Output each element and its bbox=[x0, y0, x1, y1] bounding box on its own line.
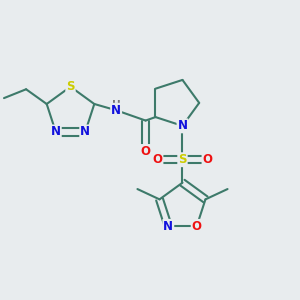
Text: N: N bbox=[111, 104, 121, 117]
Text: N: N bbox=[163, 220, 173, 233]
Text: S: S bbox=[66, 80, 75, 93]
Text: H: H bbox=[112, 100, 121, 110]
Text: O: O bbox=[141, 145, 151, 158]
Text: O: O bbox=[202, 153, 212, 166]
Text: O: O bbox=[152, 153, 163, 166]
Text: N: N bbox=[51, 125, 61, 139]
Text: S: S bbox=[178, 153, 187, 166]
Text: N: N bbox=[178, 119, 188, 132]
Text: N: N bbox=[80, 125, 90, 139]
Text: O: O bbox=[192, 220, 202, 233]
